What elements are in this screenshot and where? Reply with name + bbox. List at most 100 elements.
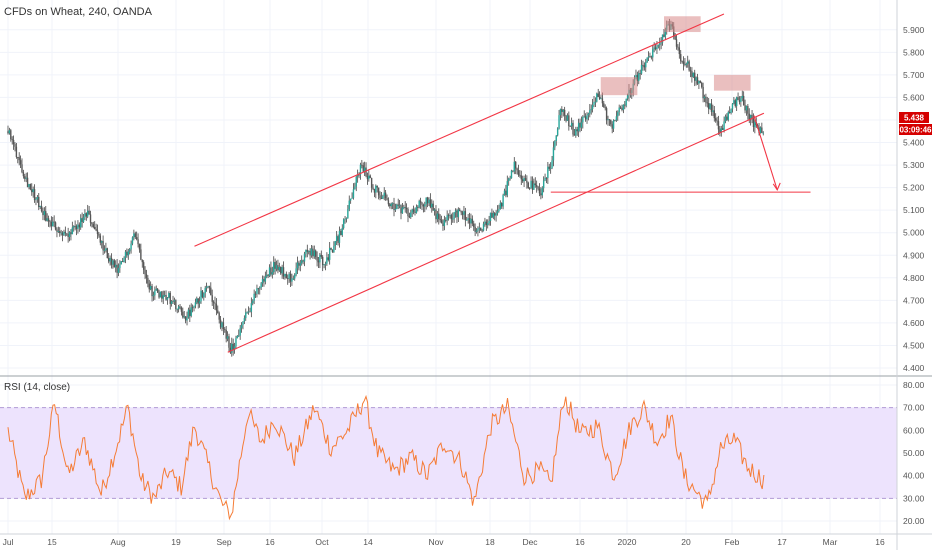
candle-body [642,64,644,66]
trend-drawings [194,13,811,353]
time-axis[interactable]: Jul 15 Aug 19 Sep 16 Oct 14 Nov 18 Dec 16 2020 20 Feb 1… [3,537,885,547]
candle-body [436,213,439,220]
candle-body [334,241,336,247]
price-tick-label: 4.700 [903,295,925,305]
candle-body [445,220,447,221]
candle-body [31,189,33,193]
candle-body [653,47,655,50]
candle-body [355,176,357,187]
candle-body [295,268,297,275]
time-tick-label: Aug [110,537,125,547]
candle-body [440,220,443,224]
candle-body [473,223,475,227]
candle-body [691,71,693,77]
candle-body [657,45,660,47]
rsi-axis[interactable]: 80.00 70.00 60.00 50.00 40.00 30.00 20.00 [903,380,925,526]
candle-body [754,121,756,128]
highlight-box[interactable] [713,74,751,91]
candle-body [98,234,100,236]
candle-body [390,203,392,207]
candle-body [710,103,713,112]
candle-body [217,310,219,314]
candle-body [106,248,109,259]
candle-body [49,221,51,223]
candle-body [231,343,233,353]
channel-upper-line[interactable] [194,13,725,247]
channel-lower-line[interactable] [227,112,765,353]
candle-body [428,199,430,204]
candle-body [307,250,310,252]
candle-body [707,102,710,109]
candle-body [39,205,41,208]
candle-body [232,343,234,350]
candle-body [159,291,162,298]
candle-body [751,114,753,118]
candle-body [78,224,81,228]
candle-body [63,231,65,236]
candle-body [731,103,734,110]
price-axis[interactable]: 5.9005.8005.7005.6005.5005.4005.3005.200… [903,25,925,373]
candle-body [714,118,717,121]
candle-body [363,167,366,172]
candle-body [503,190,506,196]
time-tick-label: Oct [315,537,329,547]
candle-body [675,39,678,47]
rsi-band [0,407,897,499]
candle-body [396,204,398,209]
candle-body [733,100,735,104]
candle-body [263,279,265,282]
time-tick-label: 16 [875,537,885,547]
candle-body [573,134,576,136]
candle-body [534,183,536,186]
candle-body [646,57,648,63]
candle-body [89,214,92,223]
candle-body [221,322,223,328]
price-tick-label: 5.400 [903,138,925,148]
candle-body [239,328,241,336]
candle-body [299,263,302,266]
candle-body [586,115,588,120]
candle-body [175,300,177,309]
candle-body [289,273,292,282]
candle-body [661,34,664,43]
candle-body [135,237,138,240]
candle-body [247,311,250,313]
candle-body [487,223,489,226]
candle-body [461,212,464,215]
candle-body [70,232,72,235]
candle-body [535,185,538,187]
candle-body [647,56,650,58]
highlight-box[interactable] [600,77,638,96]
candle-body [212,301,215,303]
price-tick-label: 4.800 [903,273,925,283]
target-arrow-line[interactable] [753,115,778,191]
price-pane-title: CFDs on Wheat, 240, OANDA [4,6,153,18]
candle-body [338,230,341,243]
candle-body [370,177,373,188]
candle-body [207,286,209,288]
candle-body [598,96,601,100]
candle-body [226,336,229,339]
candle-body [447,215,450,217]
rsi-pane-title: RSI (14, close) [4,382,70,393]
candle-body [408,216,411,218]
candle-body [502,195,504,207]
candle-body [126,251,128,256]
candle-body [660,42,662,44]
candle-body [163,295,166,296]
candle-body [261,279,264,284]
candle-body [110,257,113,265]
candle-body [96,230,99,235]
candle-body [99,235,102,243]
candle-body [365,167,367,177]
candle-body [82,217,85,222]
highlight-box[interactable] [664,16,701,33]
candle-body [102,241,104,251]
candle-body [149,285,152,290]
candle-body [123,257,125,262]
candle-body [95,229,97,231]
rsi-tick-label: 70.00 [903,403,925,413]
candle-body [131,237,134,244]
candle-body [352,189,355,198]
